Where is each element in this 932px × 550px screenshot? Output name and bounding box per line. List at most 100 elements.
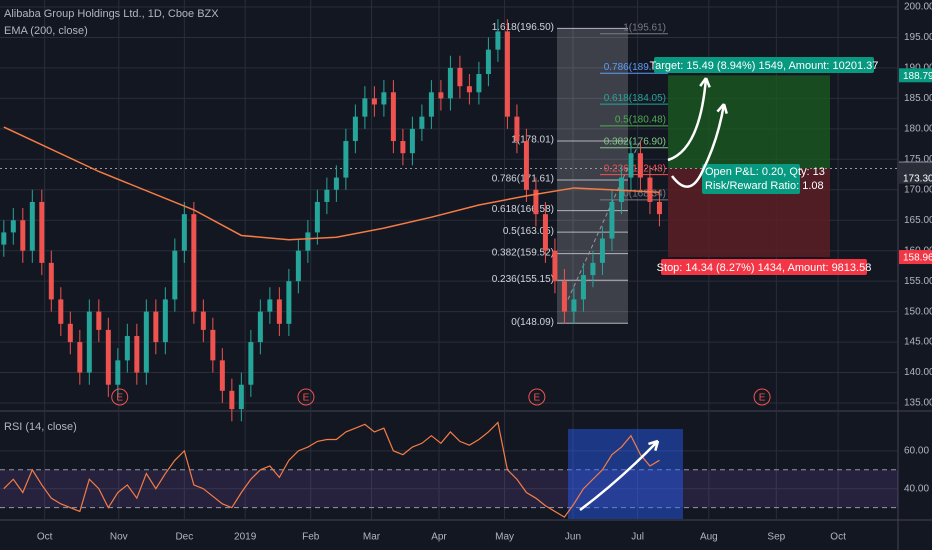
rsi-line (3, 421, 660, 518)
pnl-bg (702, 164, 800, 194)
position-label: Target: 15.49 (8.94%) 1549, Amount: 1020… (650, 60, 879, 72)
candle-body (276, 299, 282, 324)
fib2-label: 1(195.61) (623, 22, 666, 33)
candle-body (162, 299, 168, 343)
price-badge (899, 250, 932, 265)
price-tick-label: 195.00 (904, 32, 932, 43)
price-tick-label: 155.00 (904, 276, 932, 287)
candle-body (1, 232, 7, 245)
earnings-marker (111, 388, 129, 406)
candle-body (438, 92, 444, 99)
price-tick-label: 135.00 (904, 398, 932, 409)
candle-body (362, 98, 368, 117)
fib2-label: 0.786(189.13) (604, 62, 666, 73)
fib2-label: 0.618(184.05) (604, 93, 666, 104)
candle-body (115, 360, 121, 385)
candle-body (609, 201, 615, 239)
price-tick-label: 145.00 (904, 337, 932, 348)
rsi-legend: RSI (14, close) (4, 421, 77, 433)
candle-body (134, 335, 140, 373)
earnings-label: E (303, 393, 310, 404)
candle-body (124, 335, 130, 361)
candle-body (295, 250, 301, 282)
fib2-label: 0(168.34) (623, 189, 666, 200)
annotation-arrowhead (648, 439, 660, 451)
candle-body (523, 141, 529, 190)
candle-body (400, 141, 406, 154)
candle-body (552, 250, 558, 282)
candle-body (542, 214, 548, 251)
price-badge-label: 173.30 (903, 173, 932, 184)
price-tick-label: 200.00 (904, 2, 932, 13)
candle-body (238, 384, 244, 410)
price-tick-label: 180.00 (904, 123, 932, 134)
candle-body (229, 390, 235, 410)
candle-body (153, 311, 159, 343)
candle-body (20, 220, 26, 251)
rsi-tick-label: 60.00 (904, 445, 929, 456)
price-tick-label: 170.00 (904, 184, 932, 195)
candle-body (637, 153, 643, 178)
time-tick-label: Jun (565, 532, 581, 543)
position-label-bg (661, 259, 867, 275)
candle-body (257, 311, 263, 343)
candle-body (533, 189, 539, 215)
candle-body (419, 116, 425, 129)
candle-body (39, 201, 45, 263)
time-tick-label: Oct (37, 532, 53, 543)
price-badge (899, 171, 932, 184)
annotation-arrowhead (716, 103, 728, 114)
fib2-label: 0.5(180.48) (615, 115, 666, 126)
candle-body (590, 262, 596, 276)
earnings-marker (753, 388, 771, 406)
fib-label: 0.236(155.15) (492, 274, 554, 285)
candle-body (248, 342, 254, 385)
ema-line (3, 126, 660, 241)
time-tick-label: Sep (767, 532, 785, 543)
fib2-diagonal (567, 140, 641, 300)
candle-body (96, 311, 102, 330)
candle-body (10, 220, 16, 233)
price-tick-label: 185.00 (904, 93, 932, 104)
time-tick-label: 2019 (234, 532, 257, 543)
candle-body (381, 92, 387, 105)
annotation-arrow (667, 77, 708, 162)
candle-body (628, 153, 634, 178)
position-label: Stop: 14.34 (8.27%) 1434, Amount: 9813.5… (657, 262, 872, 274)
pnl-label: Open P&L: 0.20, Qty: 13 (705, 166, 825, 178)
candle-body (428, 92, 434, 117)
earnings-marker (528, 388, 546, 406)
candle-body (457, 67, 463, 87)
time-tick-label: Apr (431, 532, 447, 543)
candle-body (105, 329, 111, 385)
annotation-arrow (579, 440, 659, 511)
candle-body (29, 201, 35, 251)
annotation-arrowhead (699, 77, 711, 88)
candle-body (172, 250, 178, 300)
candle-body (476, 74, 482, 93)
candle-body (571, 299, 577, 312)
symbol-title: Alibaba Group Holdings Ltd., 1D, Cboe BZ… (4, 8, 219, 20)
time-tick-label: Feb (302, 532, 320, 543)
fib-label: 0.786(171.61) (492, 174, 554, 185)
candle-body (58, 299, 64, 324)
candle-body (599, 238, 605, 263)
candle-body (371, 98, 377, 105)
time-tick-label: Aug (700, 532, 718, 543)
time-tick-label: Nov (110, 532, 128, 543)
candle-body (48, 262, 54, 300)
price-badge-label: 188.79 (903, 71, 932, 82)
earnings-label: E (116, 393, 123, 404)
price-tick-label: 190.00 (904, 63, 932, 74)
fib2-label: 0.236(172.48) (604, 163, 666, 174)
fib-label: 0.618(166.58) (492, 204, 554, 215)
ema-legend: EMA (200, close) (4, 25, 88, 37)
earnings-marker (297, 388, 315, 406)
candle-body (352, 116, 358, 142)
candle-body (267, 299, 273, 312)
price-badge-label: 158.96 (903, 253, 932, 264)
candle-body (286, 281, 292, 324)
candle-body (324, 189, 330, 202)
time-tick-label: Oct (830, 532, 846, 543)
candle-body (409, 128, 415, 154)
